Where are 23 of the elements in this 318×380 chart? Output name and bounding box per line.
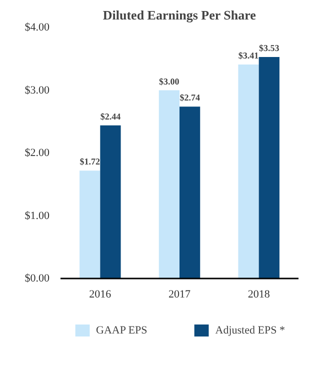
bar <box>258 56 280 278</box>
data-label: $3.41 <box>238 50 260 61</box>
bar <box>238 64 259 278</box>
data-label: $3.53 <box>259 42 280 53</box>
y-tick-label: $2.00 <box>24 147 50 159</box>
data-label: $1.72 <box>80 156 100 167</box>
chart-title: Diluted Earnings Per Share <box>102 8 256 22</box>
x-tick-label: 2016 <box>89 288 112 300</box>
bar <box>158 90 180 278</box>
x-tick-label: 2018 <box>248 288 270 300</box>
data-label: $3.00 <box>159 76 180 86</box>
data-label: $2.74 <box>180 92 200 103</box>
data-label: $2.44 <box>100 111 122 122</box>
y-tick-label: $3.00 <box>24 84 50 96</box>
legend-label: Adjusted EPS * <box>215 324 285 336</box>
bar <box>180 106 200 278</box>
y-tick-label: $0.00 <box>24 272 50 284</box>
x-tick-label: 2017 <box>168 288 191 300</box>
y-tick-label: $4.00 <box>24 22 50 34</box>
y-tick-label: $1.00 <box>24 210 50 222</box>
bar <box>80 170 100 278</box>
legend-label: GAAP EPS <box>96 324 148 336</box>
bar <box>100 125 121 278</box>
